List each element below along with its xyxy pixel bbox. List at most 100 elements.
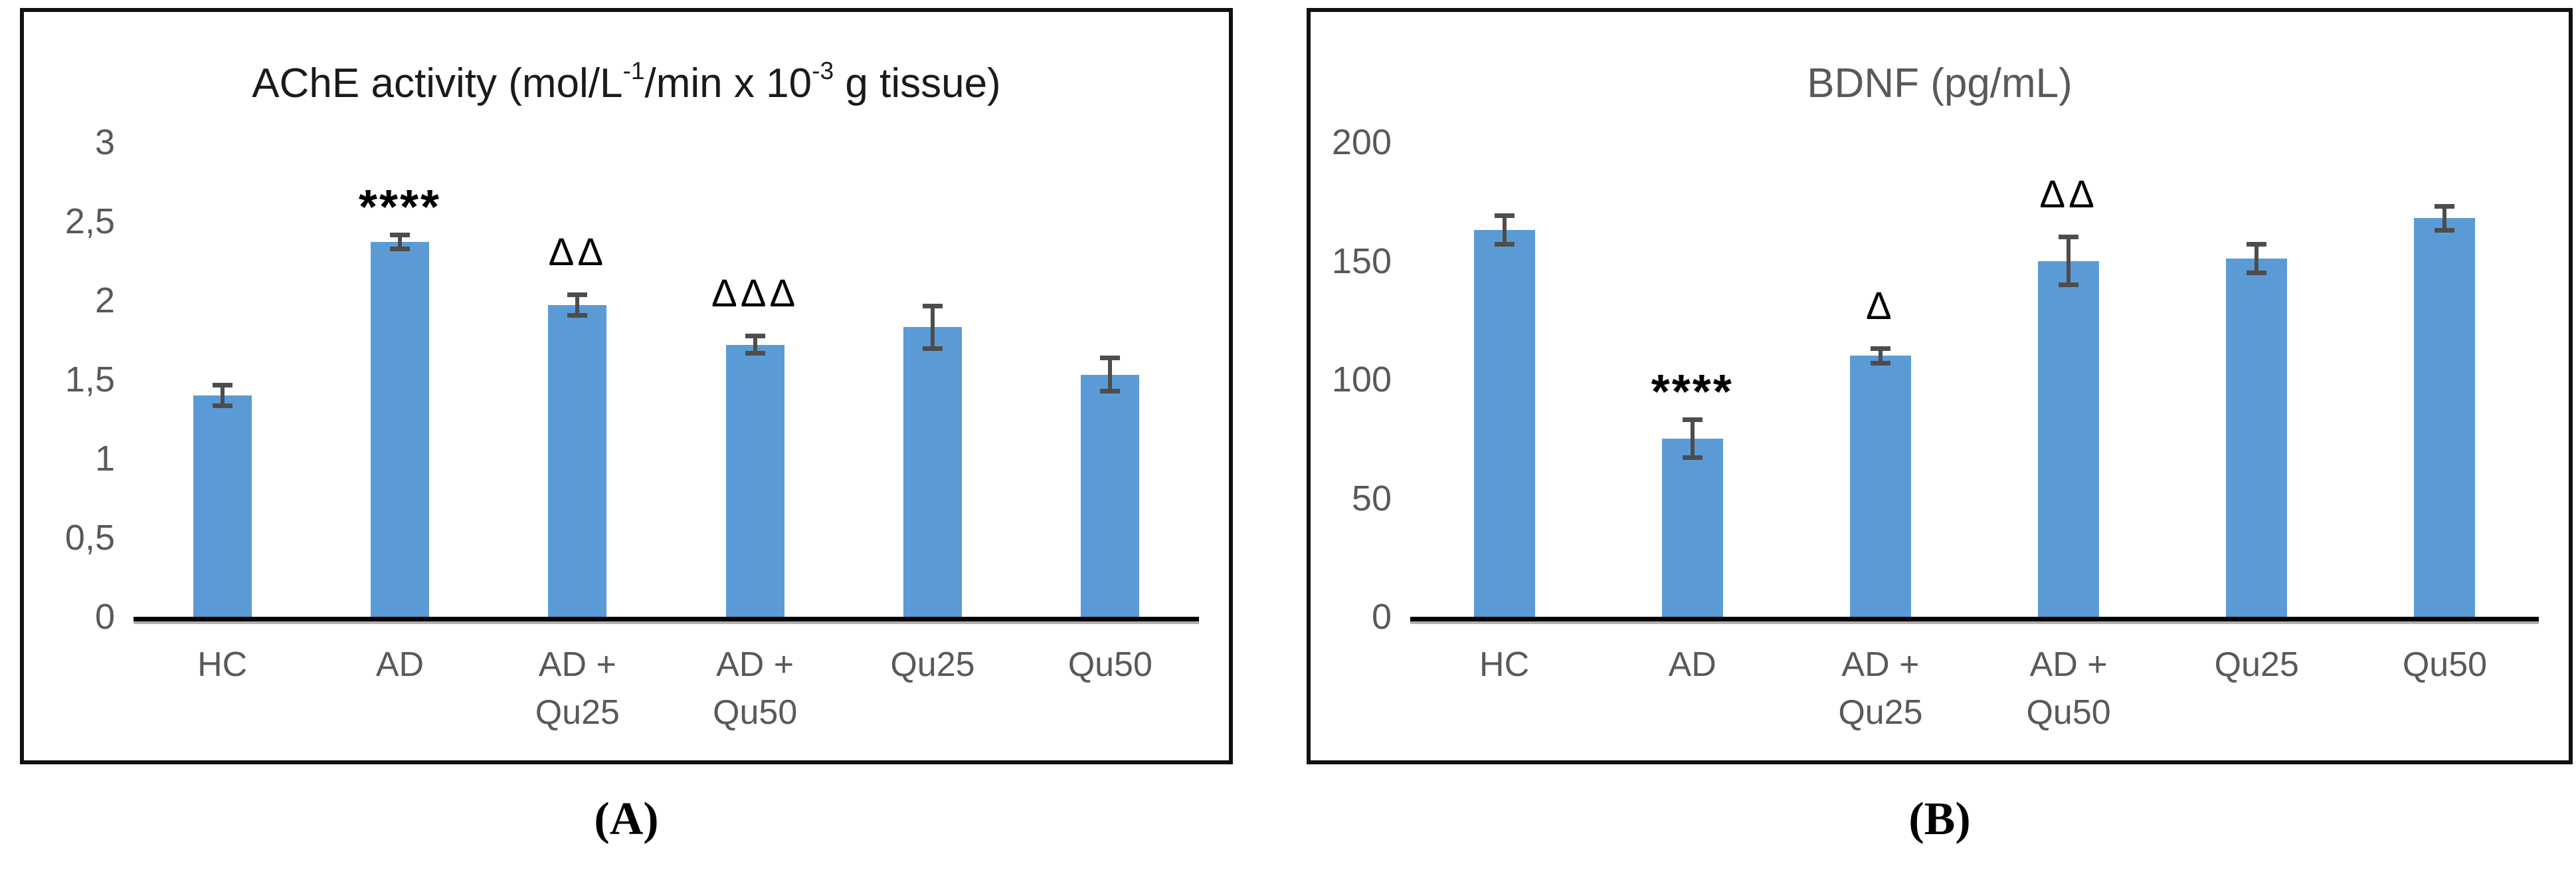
significance-stars: **** (1651, 366, 1734, 419)
y-axis-tick-label: 50 (1351, 478, 1392, 518)
error-bar-cap (1494, 213, 1515, 219)
error-bar-cap (567, 313, 588, 318)
y-axis-tick-label: 0,5 (64, 518, 115, 558)
error-bar-cap (2435, 203, 2455, 209)
error-bar-line (930, 303, 935, 352)
x-axis-label-line: Qu50 (1067, 645, 1152, 684)
error-bar-line (753, 334, 757, 356)
x-axis-category-label: HC (134, 641, 311, 736)
error-bar-line (1108, 356, 1113, 394)
bar (2038, 261, 2100, 617)
error-bar-cap (2059, 282, 2079, 287)
error-bar-line (575, 292, 580, 318)
x-axis-category-label: Qu50 (1022, 641, 1199, 736)
y-axis-tick-label: 1,5 (64, 360, 115, 399)
bar-slot-hc (134, 142, 311, 617)
y-axis-tick-label: 0 (94, 597, 115, 637)
y-axis-tick-label: 2,5 (64, 201, 115, 241)
y-axis-tick-label: 3 (94, 122, 115, 162)
error-bar-cap (389, 247, 410, 252)
significance-delta: ΔΔ (2039, 173, 2098, 217)
significance-delta: ΔΔΔ (711, 271, 799, 315)
error-bar-cap (2247, 241, 2267, 247)
x-axis-category-label: AD + Qu25 (489, 641, 666, 736)
x-axis-category-label: AD + Qu50 (1975, 641, 2163, 736)
bar (2226, 258, 2288, 617)
bar (1081, 374, 1140, 617)
error-bar-line (2254, 241, 2259, 275)
bar (548, 305, 607, 617)
error-bar-cap (389, 232, 410, 237)
x-axis-label-line: Qu50 (2026, 693, 2111, 732)
bar (2414, 218, 2476, 617)
error-bar-line (1878, 346, 1883, 366)
y-axis-tick-label: 1 (94, 439, 115, 479)
error-bar-line (2442, 203, 2447, 233)
error-bar-cap (745, 334, 765, 338)
error-bar-line (397, 232, 402, 252)
x-axis-label-line: Qu25 (890, 645, 975, 684)
x-axis-line (134, 617, 1199, 624)
error-bar (1870, 346, 1890, 366)
error-bar (2059, 235, 2079, 287)
bar (1473, 230, 1535, 617)
plot-area: **** ΔΔ ΔΔΔ (134, 142, 1199, 617)
bar-slot-ad: **** (1598, 142, 1786, 617)
error-bar-line (220, 382, 225, 408)
x-axis-label-line: AD (1668, 645, 1716, 684)
error-bar (2247, 241, 2267, 275)
x-axis-line (1410, 617, 2539, 624)
error-bar-cap (922, 346, 943, 352)
error-bar-cap (1100, 389, 1121, 394)
title-superscript: -3 (812, 56, 834, 84)
y-axis-tick-label: 2 (94, 280, 115, 320)
x-axis-label-line: Qu25 (2214, 645, 2299, 684)
y-axis-tick-label: 100 (1331, 360, 1392, 399)
x-axis-category-label: AD + Qu50 (666, 641, 844, 736)
x-axis-label-line: AD (375, 645, 424, 684)
plot-area: **** Δ ΔΔ (1410, 142, 2539, 617)
error-bar-cap (1870, 360, 1890, 366)
bar-slot-qu25 (844, 142, 1021, 617)
title-text: /min x 10 (644, 60, 812, 106)
bar (1849, 356, 1911, 617)
x-axis-category-label: Qu50 (2351, 641, 2539, 736)
x-axis-label-line: HC (197, 645, 248, 684)
error-bar-cap (1100, 356, 1121, 361)
x-axis-category-label: Qu25 (844, 641, 1021, 736)
x-axis-category-label: AD (1598, 641, 1786, 736)
bar-slot-ad-qu50: ΔΔ (1975, 142, 2163, 617)
x-axis-category-label: AD (311, 641, 488, 736)
x-axis-label-line: AD + (1841, 645, 1920, 684)
error-bar (1682, 417, 1702, 461)
bar-slot-ad-qu50: ΔΔΔ (666, 142, 844, 617)
error-bar-line (2067, 235, 2071, 287)
x-axis-labels: HC AD AD + Qu25 AD + Qu50 Qu25 Qu50 (134, 641, 1199, 736)
x-axis-shadow (134, 621, 1199, 624)
error-bar-cap (212, 403, 232, 408)
x-axis-category-label: Qu25 (2163, 641, 2351, 736)
bar (1661, 439, 1723, 617)
error-bar-cap (212, 382, 232, 387)
bar-slot-ad: **** (311, 142, 488, 617)
error-bar (1100, 356, 1121, 394)
significance-delta: Δ (1866, 284, 1895, 328)
x-axis-label-line: AD + (716, 645, 794, 684)
significance-stars: **** (358, 180, 442, 234)
x-axis-label-line: HC (1479, 645, 1530, 684)
error-bar-line (1502, 213, 1507, 247)
caption-b: (B) (1908, 794, 1971, 845)
bar-slot-qu25 (2163, 142, 2351, 617)
y-axis-tick-label: 200 (1331, 122, 1392, 162)
y-axis-tick-label: 0 (1371, 597, 1392, 637)
x-axis-label-line: Qu25 (1838, 693, 1923, 732)
x-axis-label-line: Qu50 (2402, 645, 2488, 684)
bar-slot-hc (1410, 142, 1598, 617)
x-axis-label-line: Qu50 (713, 693, 798, 732)
error-bar-cap (567, 292, 588, 298)
title-text: AChE activity (mol/L (252, 60, 623, 106)
error-bar-cap (1682, 417, 1702, 423)
x-axis-shadow (1410, 621, 2539, 624)
bar (725, 344, 784, 617)
